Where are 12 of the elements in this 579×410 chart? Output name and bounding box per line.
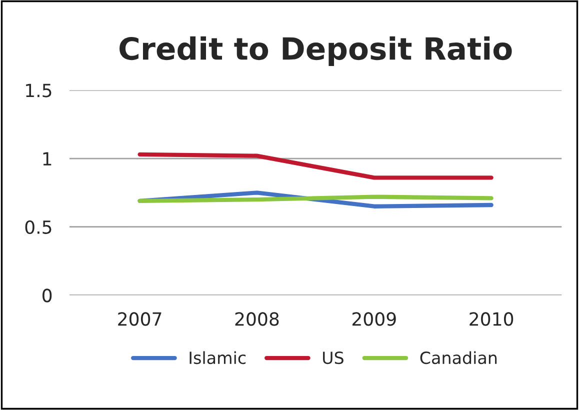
x-tick-label: 2007 (118, 312, 162, 326)
x-tick-label: 2010 (470, 312, 514, 326)
legend-label: US (323, 351, 344, 364)
legend-label: Islamic (190, 351, 246, 364)
y-tick-label: 1 (43, 152, 52, 166)
x-tick-label: 2008 (235, 312, 279, 326)
legend-label: Canadian (420, 351, 497, 364)
y-tick-label: 0 (42, 288, 52, 302)
chart-title: Credit to Deposit Ratio (120, 36, 512, 66)
x-tick-label: 2009 (352, 312, 396, 326)
y-tick-label: 0.5 (25, 220, 52, 234)
y-tick-label: 1.5 (26, 84, 52, 98)
